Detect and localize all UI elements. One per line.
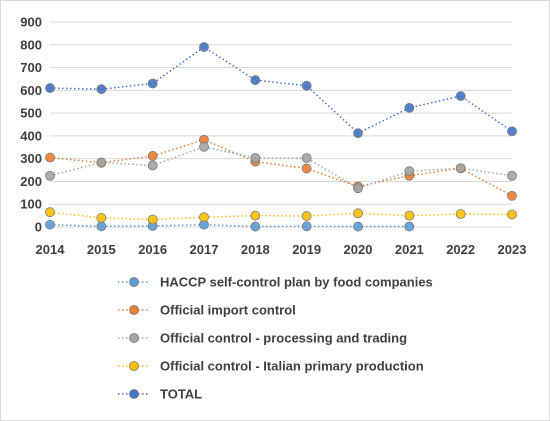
data-point [199, 141, 209, 152]
data-point [455, 91, 466, 101]
series-line [49, 146, 513, 190]
data-point [301, 153, 312, 163]
y-tick-label: 900 [20, 15, 42, 30]
x-tick-label: 2017 [190, 242, 219, 257]
x-axis-ticks: 2014 2015 2016 2017 2018 2019 2020 2021 2022 2023 [36, 242, 527, 257]
data-point [301, 163, 312, 174]
y-axis-ticks: 0 100 200 300 400 500 600 700 800 900 [20, 15, 42, 235]
data-point [45, 170, 55, 181]
y-tick-label: 800 [20, 37, 42, 52]
x-tick-label: 2018 [241, 242, 270, 257]
x-tick-label: 2023 [498, 242, 527, 257]
y-tick-label: 200 [20, 174, 42, 189]
legend-item: TOTAL [118, 387, 202, 402]
y-tick-label: 300 [20, 151, 42, 166]
data-point [96, 157, 107, 168]
legend-label: HACCP self-control plan by food companie… [160, 275, 433, 290]
y-tick-label: 500 [20, 106, 42, 121]
gridlines [50, 21, 512, 228]
data-point [353, 221, 363, 232]
data-point [507, 190, 517, 201]
data-point [96, 212, 107, 223]
legend-marker [129, 277, 139, 287]
x-tick-label: 2020 [344, 242, 373, 257]
legend-item: Official import control [118, 303, 296, 318]
data-point [147, 160, 158, 171]
data-point [250, 153, 261, 163]
legend-marker [129, 389, 139, 399]
x-tick-label: 2022 [446, 242, 475, 257]
legend-marker [129, 305, 139, 315]
data-point [45, 207, 55, 218]
data-point [507, 209, 517, 220]
series-1 [45, 134, 517, 201]
data-point [353, 128, 363, 139]
x-tick-label: 2019 [292, 242, 321, 257]
data-point [199, 212, 209, 223]
series-line [49, 138, 513, 197]
series-4 [45, 42, 517, 139]
y-tick-label: 700 [20, 60, 42, 75]
x-tick-label: 2016 [138, 242, 167, 257]
data-point [147, 78, 158, 89]
y-tick-label: 0 [35, 220, 42, 235]
data-point [250, 221, 261, 232]
data-point [404, 210, 415, 221]
data-point [147, 151, 158, 161]
legend-marker [129, 333, 139, 343]
data-point [404, 221, 415, 232]
data-point [199, 42, 209, 52]
x-tick-label: 2014 [36, 242, 66, 257]
series-group [45, 42, 517, 232]
legend-item: HACCP self-control plan by food companie… [118, 275, 433, 290]
data-point [353, 208, 363, 219]
legend-label: Official control - Italian primary produ… [160, 359, 424, 374]
y-tick-label: 100 [20, 197, 42, 212]
legend-label: Official control - processing and tradin… [160, 331, 407, 346]
data-point [404, 102, 415, 113]
data-point [455, 163, 466, 174]
y-tick-label: 400 [20, 128, 42, 143]
data-point [45, 219, 55, 230]
series-line [49, 46, 513, 135]
data-point [250, 210, 261, 221]
series-line [49, 211, 513, 221]
data-point [507, 170, 517, 181]
legend: HACCP self-control plan by food companie… [118, 275, 433, 402]
data-point [507, 126, 517, 137]
data-point [404, 166, 415, 177]
x-tick-label: 2015 [87, 242, 116, 257]
data-point [301, 80, 312, 91]
legend-item: Official control - Italian primary produ… [118, 359, 424, 374]
legend-label: Official import control [160, 303, 296, 318]
data-point [250, 75, 261, 85]
data-point [45, 83, 55, 93]
x-tick-label: 2021 [395, 242, 424, 257]
data-point [353, 183, 363, 194]
data-point [147, 214, 158, 225]
y-tick-label: 600 [20, 83, 42, 98]
legend-item: Official control - processing and tradin… [118, 331, 407, 346]
data-point [96, 221, 107, 232]
series-3 [45, 207, 517, 225]
legend-label: TOTAL [160, 387, 202, 402]
data-point [45, 152, 55, 163]
legend-marker [129, 361, 139, 371]
series-2 [45, 141, 517, 194]
data-point [301, 211, 312, 221]
data-point [301, 221, 312, 232]
data-point [455, 209, 466, 219]
data-point [96, 84, 107, 95]
